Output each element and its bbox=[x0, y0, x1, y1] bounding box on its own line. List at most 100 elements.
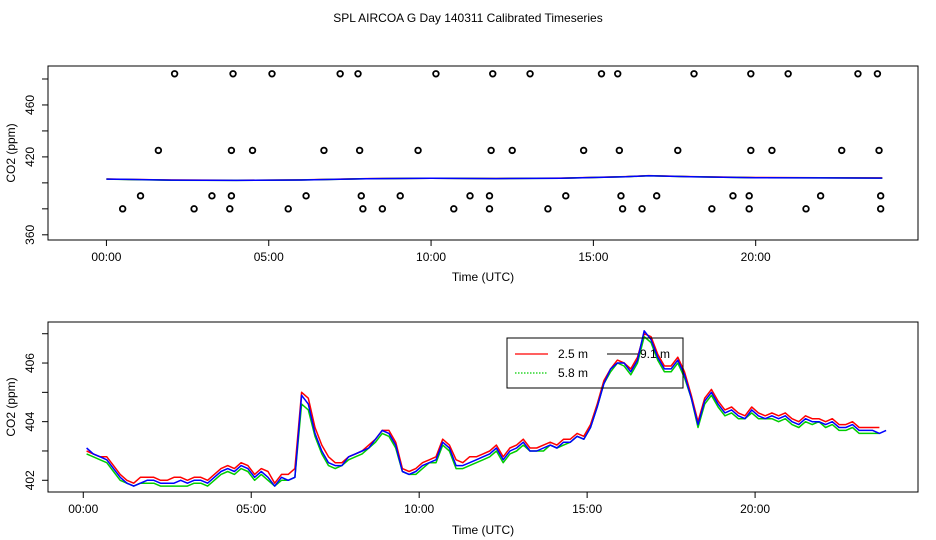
top-scatter-point bbox=[816, 192, 825, 200]
bottom-series-line bbox=[86, 335, 880, 487]
top-x-tick-label: 20:00 bbox=[741, 250, 771, 264]
top-scatter-point bbox=[544, 205, 552, 213]
top-scatter-point bbox=[747, 70, 755, 78]
top-scatter-point bbox=[118, 205, 127, 213]
top-scatter-point bbox=[747, 146, 755, 155]
top-scatter-point bbox=[875, 146, 883, 155]
bottom-x-tick-label: 05:00 bbox=[236, 502, 266, 516]
top-x-tick-label: 00:00 bbox=[91, 250, 121, 264]
top-scatter-point bbox=[302, 192, 310, 200]
legend-label-5-8m: 5.8 m bbox=[558, 366, 588, 380]
top-panel-scatter: 00:00 05:00 10:00 15:00 20:00 360 420 460 Time… bbox=[4, 65, 919, 284]
top-scatter-point bbox=[579, 146, 588, 155]
bottom-y-tick-label: 406 bbox=[23, 353, 37, 373]
legend-label-9-1m: 9.1 m bbox=[640, 347, 670, 361]
top-scatter-point bbox=[690, 70, 698, 78]
top-scatter-point bbox=[597, 70, 606, 78]
top-y-tick-label: 360 bbox=[23, 224, 37, 244]
top-scatter-point bbox=[652, 192, 661, 200]
bottom-x-axis-label: Time (UTC) bbox=[452, 523, 514, 537]
top-x-axis: 00:00 05:00 10:00 15:00 20:00 bbox=[91, 240, 771, 264]
top-scatter-point bbox=[614, 70, 622, 78]
top-scatter-point bbox=[838, 146, 846, 155]
top-scatter-point bbox=[487, 146, 495, 155]
top-scatter-point bbox=[357, 192, 365, 200]
top-scatter-point bbox=[526, 70, 534, 78]
bottom-x-axis: 00:00 05:00 10:00 15:00 20:00 bbox=[68, 492, 770, 516]
legend: 2.5 m 5.8 m 9.1 m bbox=[506, 337, 684, 389]
top-x-tick-label: 15:00 bbox=[578, 250, 608, 264]
chart-title: SPL AIRCOA G Day 140311 Calibrated Times… bbox=[333, 11, 602, 25]
top-x-axis-label: Time (UTC) bbox=[452, 270, 514, 284]
top-scatter-point bbox=[432, 70, 440, 78]
top-scatter-point bbox=[562, 192, 570, 200]
bottom-series-line bbox=[86, 330, 887, 487]
top-scatter-point bbox=[745, 205, 753, 213]
top-x-tick-label: 05:00 bbox=[254, 250, 284, 264]
top-y-tick-label: 420 bbox=[23, 147, 37, 167]
top-scatter-point bbox=[485, 192, 494, 200]
top-scatter-point bbox=[414, 146, 422, 155]
bottom-y-tick-label: 402 bbox=[23, 470, 37, 490]
top-scatter-point bbox=[336, 70, 344, 78]
top-scatter-point bbox=[617, 192, 625, 200]
top-scatter-point bbox=[226, 205, 234, 213]
bottom-panel-line: 00:00 05:00 10:00 15:00 20:00 402 404 406 Time… bbox=[4, 321, 919, 537]
top-scatter-point bbox=[154, 146, 163, 155]
top-scatter-point bbox=[489, 70, 497, 78]
bottom-x-tick-label: 10:00 bbox=[404, 502, 434, 516]
top-scatter-point bbox=[208, 192, 216, 200]
top-scatter-point bbox=[708, 205, 716, 213]
top-marks bbox=[106, 70, 885, 213]
top-scatter-point bbox=[674, 146, 682, 155]
top-scatter-point bbox=[190, 205, 198, 213]
top-scatter-point bbox=[876, 205, 885, 213]
top-scatter-point bbox=[745, 192, 753, 200]
bottom-x-tick-label: 00:00 bbox=[68, 502, 98, 516]
top-scatter-point bbox=[854, 70, 862, 78]
top-scatter-point bbox=[729, 192, 737, 200]
top-y-tick-label: 460 bbox=[23, 95, 37, 115]
top-scatter-point bbox=[768, 146, 776, 155]
top-scatter-point bbox=[320, 146, 328, 155]
top-scatter-point bbox=[227, 192, 236, 200]
top-scatter-point bbox=[229, 70, 237, 78]
top-scatter-point bbox=[355, 146, 364, 155]
top-scatter-point bbox=[396, 192, 404, 200]
legend-label-2-5m: 2.5 m bbox=[558, 347, 588, 361]
bottom-y-tick-label: 404 bbox=[23, 411, 37, 431]
top-scatter-point bbox=[284, 205, 292, 213]
top-scatter-point bbox=[615, 146, 624, 155]
top-scatter-point bbox=[466, 192, 474, 200]
bottom-x-tick-label: 15:00 bbox=[572, 502, 602, 516]
top-y-axis: 360 420 460 bbox=[23, 78, 48, 245]
bottom-plot-frame bbox=[47, 321, 919, 493]
top-scatter-point bbox=[378, 205, 387, 213]
top-scatter-point bbox=[618, 205, 627, 213]
top-x-tick-label: 10:00 bbox=[416, 250, 446, 264]
bottom-x-tick-label: 20:00 bbox=[740, 502, 770, 516]
top-scatter-point bbox=[485, 205, 494, 213]
top-scatter-point bbox=[784, 70, 792, 78]
top-scatter-point bbox=[354, 70, 362, 78]
top-y-axis-label: CO2 (ppm) bbox=[4, 123, 18, 182]
top-scatter-point bbox=[873, 70, 882, 78]
top-scatter-point bbox=[508, 146, 516, 155]
legend-box bbox=[506, 337, 684, 389]
bottom-y-axis: 402 404 406 bbox=[23, 333, 48, 490]
top-series-line bbox=[106, 174, 883, 182]
top-scatter-point bbox=[876, 192, 885, 200]
bottom-marks bbox=[86, 330, 887, 487]
top-scatter-point bbox=[136, 192, 145, 200]
bottom-y-axis-label: CO2 (ppm) bbox=[4, 377, 18, 436]
top-plot-frame bbox=[47, 65, 919, 241]
top-scatter-point bbox=[638, 205, 646, 213]
top-scatter-point bbox=[248, 146, 257, 155]
bottom-series-line bbox=[86, 332, 880, 484]
top-scatter-point bbox=[359, 205, 367, 213]
top-scatter-point bbox=[802, 205, 810, 213]
top-scatter-point bbox=[450, 205, 458, 213]
top-scatter-point bbox=[268, 70, 276, 78]
top-scatter-point bbox=[227, 146, 236, 155]
